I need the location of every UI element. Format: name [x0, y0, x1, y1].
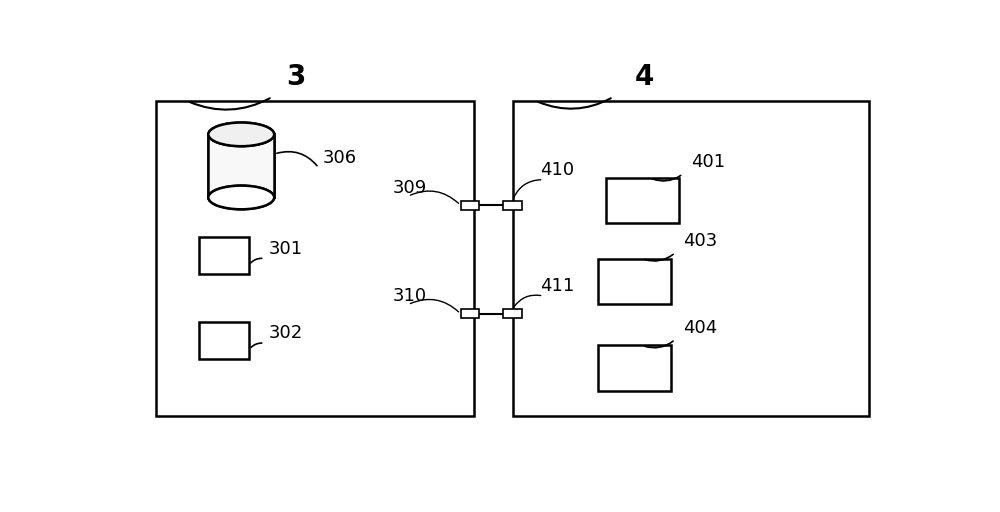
Bar [503, 309, 522, 318]
Bar [606, 178, 679, 223]
Bar [503, 201, 522, 210]
Text: 404: 404 [683, 318, 717, 336]
Bar [512, 101, 869, 416]
Ellipse shape [208, 186, 274, 209]
Ellipse shape [208, 186, 274, 209]
Bar [598, 345, 671, 391]
Text: 301: 301 [268, 240, 302, 258]
Text: 310: 310 [392, 287, 426, 305]
Ellipse shape [208, 122, 274, 146]
Bar [598, 259, 671, 304]
Bar [199, 322, 249, 359]
Text: 410: 410 [540, 161, 574, 179]
Text: 306: 306 [323, 149, 357, 167]
Bar [461, 309, 479, 318]
Bar [156, 101, 474, 416]
Text: 403: 403 [683, 232, 717, 250]
Text: 309: 309 [392, 179, 427, 197]
Text: 401: 401 [691, 153, 725, 171]
Text: 4: 4 [635, 63, 654, 91]
Text: 3: 3 [286, 63, 305, 91]
Text: 411: 411 [540, 277, 574, 295]
Text: 302: 302 [268, 325, 303, 343]
Bar [199, 237, 249, 274]
Bar [461, 201, 479, 210]
Polygon shape [208, 134, 274, 198]
Ellipse shape [208, 122, 274, 146]
